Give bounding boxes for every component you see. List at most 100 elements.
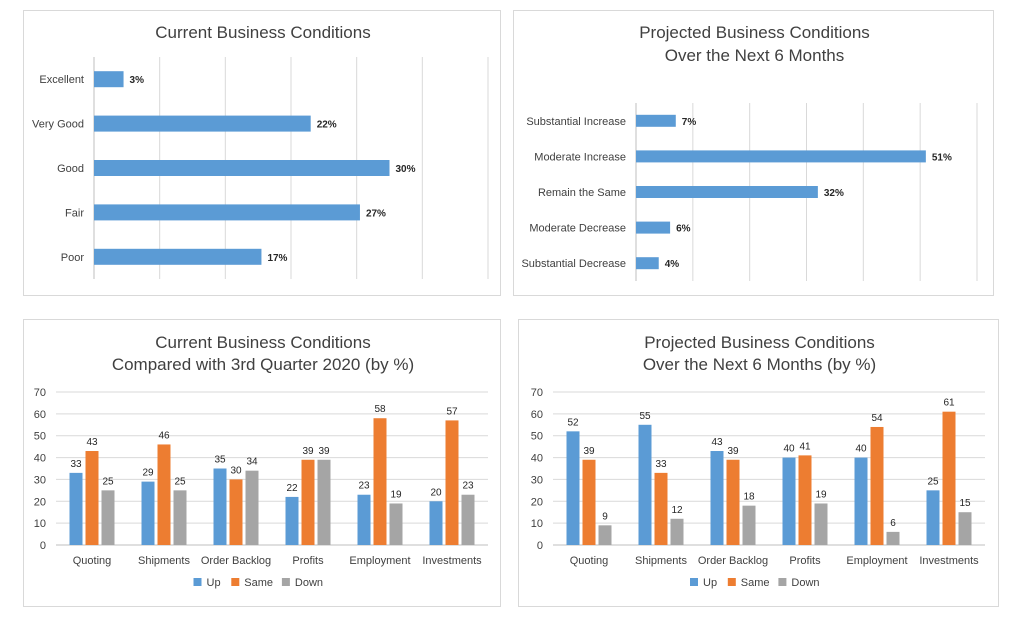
chart-panel-projected-conditions: Projected Business Conditions Over the Ne… (513, 10, 994, 296)
bar-order-backlog-up (213, 468, 227, 545)
chart-panel-current-vs-q3-2020: Current Business Conditions Compared with… (23, 319, 501, 607)
legend-label-same: Same (244, 577, 273, 589)
bar-employment-same (373, 418, 387, 545)
y-tick-label: 0 (40, 540, 46, 552)
bar-order-backlog-up (710, 451, 724, 545)
chart-title: Over the Next 6 Months (by %) (643, 355, 876, 374)
bar-good (94, 160, 390, 176)
data-label-shipments-same: 46 (158, 430, 170, 441)
y-tick-label: 60 (531, 409, 543, 421)
bar-order-backlog-down (245, 470, 259, 545)
data-label-profits-same: 41 (799, 441, 811, 452)
category-label-fair: Fair (65, 207, 84, 219)
data-label-order-backlog-down: 34 (246, 457, 258, 468)
y-tick-label: 50 (531, 431, 543, 443)
bar-quoting-down (101, 490, 115, 545)
bar-investments-down (461, 494, 475, 545)
data-label-moderate-increase: 51% (932, 152, 952, 163)
bar-shipments-down (173, 490, 187, 545)
chart-title: Over the Next 6 Months (665, 46, 845, 65)
y-tick-label: 70 (34, 387, 46, 399)
data-label-investments-same: 57 (446, 406, 458, 417)
x-tick-label-order-backlog: Order Backlog (201, 555, 271, 567)
bar-profits-down (814, 503, 828, 545)
bar-order-backlog-down (742, 505, 756, 545)
data-label-shipments-up: 55 (639, 411, 651, 422)
bar-profits-same (301, 459, 315, 545)
legend-swatch-down (778, 578, 787, 586)
category-label-moderate-increase: Moderate Increase (534, 151, 626, 163)
category-label-poor: Poor (61, 252, 85, 264)
data-label-employment-down: 6 (890, 518, 896, 529)
bar-quoting-same (85, 451, 99, 545)
data-label-good: 30% (396, 164, 416, 175)
bar-employment-same (870, 426, 884, 545)
chart-title: Current Business Conditions (155, 23, 370, 42)
x-tick-label-shipments: Shipments (635, 555, 687, 567)
y-tick-label: 40 (531, 453, 543, 465)
chart-panel-projected-by-percent: Projected Business Conditions Over the Ne… (518, 319, 999, 607)
legend-label-down: Down (295, 577, 323, 589)
chart-title: Projected Business Conditions (639, 23, 870, 42)
bar-excellent (94, 71, 124, 88)
y-tick-label: 20 (531, 496, 543, 508)
data-label-quoting-down: 9 (602, 511, 608, 522)
bar-profits-up (285, 496, 299, 545)
data-label-employment-same: 54 (871, 413, 883, 424)
bar-employment-up (854, 457, 868, 545)
bar-order-backlog-same (726, 459, 740, 545)
data-label-investments-down: 23 (462, 481, 474, 492)
data-label-profits-down: 39 (318, 446, 330, 457)
data-label-quoting-same: 43 (86, 437, 98, 448)
category-label-good: Good (57, 163, 84, 175)
data-label-employment-same: 58 (374, 404, 386, 415)
bar-moderate-increase (636, 150, 926, 163)
data-label-quoting-down: 25 (102, 476, 114, 487)
category-label-very-good: Very Good (32, 119, 84, 131)
data-label-profits-down: 19 (815, 489, 827, 500)
data-label-employment-up: 40 (855, 444, 867, 455)
data-label-profits-same: 39 (302, 446, 314, 457)
bar-shipments-up (638, 424, 652, 545)
data-label-order-backlog-same: 39 (727, 446, 739, 457)
x-tick-label-quoting: Quoting (570, 555, 609, 567)
bar-moderate-decrease (636, 221, 671, 234)
bar-investments-down (958, 512, 972, 545)
chart-projected-by-percent: Projected Business Conditions Over the Ne… (531, 333, 985, 589)
data-label-profits-up: 40 (783, 444, 795, 455)
data-label-order-backlog-down: 18 (743, 492, 755, 503)
bar-profits-up (782, 457, 796, 545)
bar-shipments-up (141, 481, 155, 545)
data-label-investments-down: 15 (959, 498, 971, 509)
legend-swatch-up (193, 578, 202, 586)
bar-substantial-decrease (636, 257, 659, 270)
x-tick-label-employment: Employment (349, 555, 410, 567)
legend-label-same: Same (741, 577, 770, 589)
bar-investments-same (445, 420, 459, 545)
y-tick-label: 10 (34, 518, 46, 530)
data-label-shipments-same: 33 (655, 459, 667, 470)
bar-investments-up (926, 490, 940, 545)
data-label-employment-down: 19 (390, 489, 402, 500)
bar-shipments-same (654, 472, 668, 545)
bar-shipments-same (157, 444, 171, 545)
legend-label-down: Down (791, 577, 819, 589)
y-tick-label: 60 (34, 409, 46, 421)
legend-swatch-down (281, 578, 290, 586)
bar-quoting-up (566, 431, 580, 545)
category-label-moderate-decrease: Moderate Decrease (529, 223, 626, 235)
chart-title: Compared with 3rd Quarter 2020 (by %) (112, 355, 414, 374)
data-label-shipments-down: 12 (671, 505, 683, 516)
data-label-moderate-decrease: 6% (676, 224, 691, 235)
bar-very-good (94, 115, 311, 132)
x-tick-label-shipments: Shipments (138, 555, 190, 567)
bar-profits-down (317, 459, 331, 545)
y-tick-label: 20 (34, 496, 46, 508)
bar-substantial-increase (636, 114, 676, 127)
data-label-remain-the-same: 32% (824, 188, 844, 199)
y-tick-label: 70 (531, 387, 543, 399)
category-label-remain-the-same: Remain the Same (538, 187, 626, 199)
y-tick-label: 30 (34, 474, 46, 486)
data-label-poor: 17% (267, 253, 287, 264)
bar-shipments-down (670, 518, 684, 545)
